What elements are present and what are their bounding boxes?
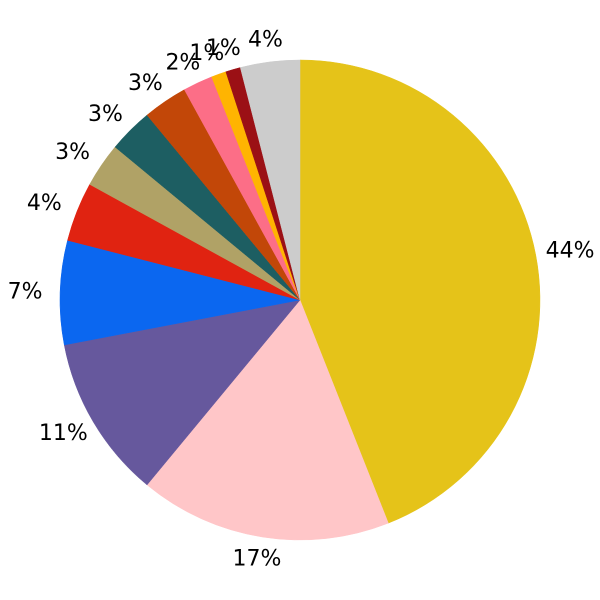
slice-label-2: 11% [39, 421, 88, 446]
slice-label-11: 4% [248, 28, 283, 53]
pie-slice-1 [146, 299, 389, 541]
slice-label-3: 7% [8, 279, 43, 304]
slice-label-9: 1% [189, 41, 224, 66]
slice-label-8: 2% [165, 50, 200, 75]
pie-slice-2 [63, 299, 301, 486]
pie-slice-11 [240, 59, 301, 301]
slice-label-7: 3% [128, 71, 163, 96]
slice-label-1: 17% [233, 546, 282, 571]
pie-slice-3 [59, 240, 301, 346]
slice-label-4: 4% [27, 191, 62, 216]
slice-label-6: 3% [88, 102, 123, 127]
slice-label-10: 1% [206, 36, 241, 61]
slice-label-5: 3% [55, 140, 90, 165]
slice-label-0: 44% [546, 238, 595, 263]
pie-slice-0 [299, 59, 541, 524]
